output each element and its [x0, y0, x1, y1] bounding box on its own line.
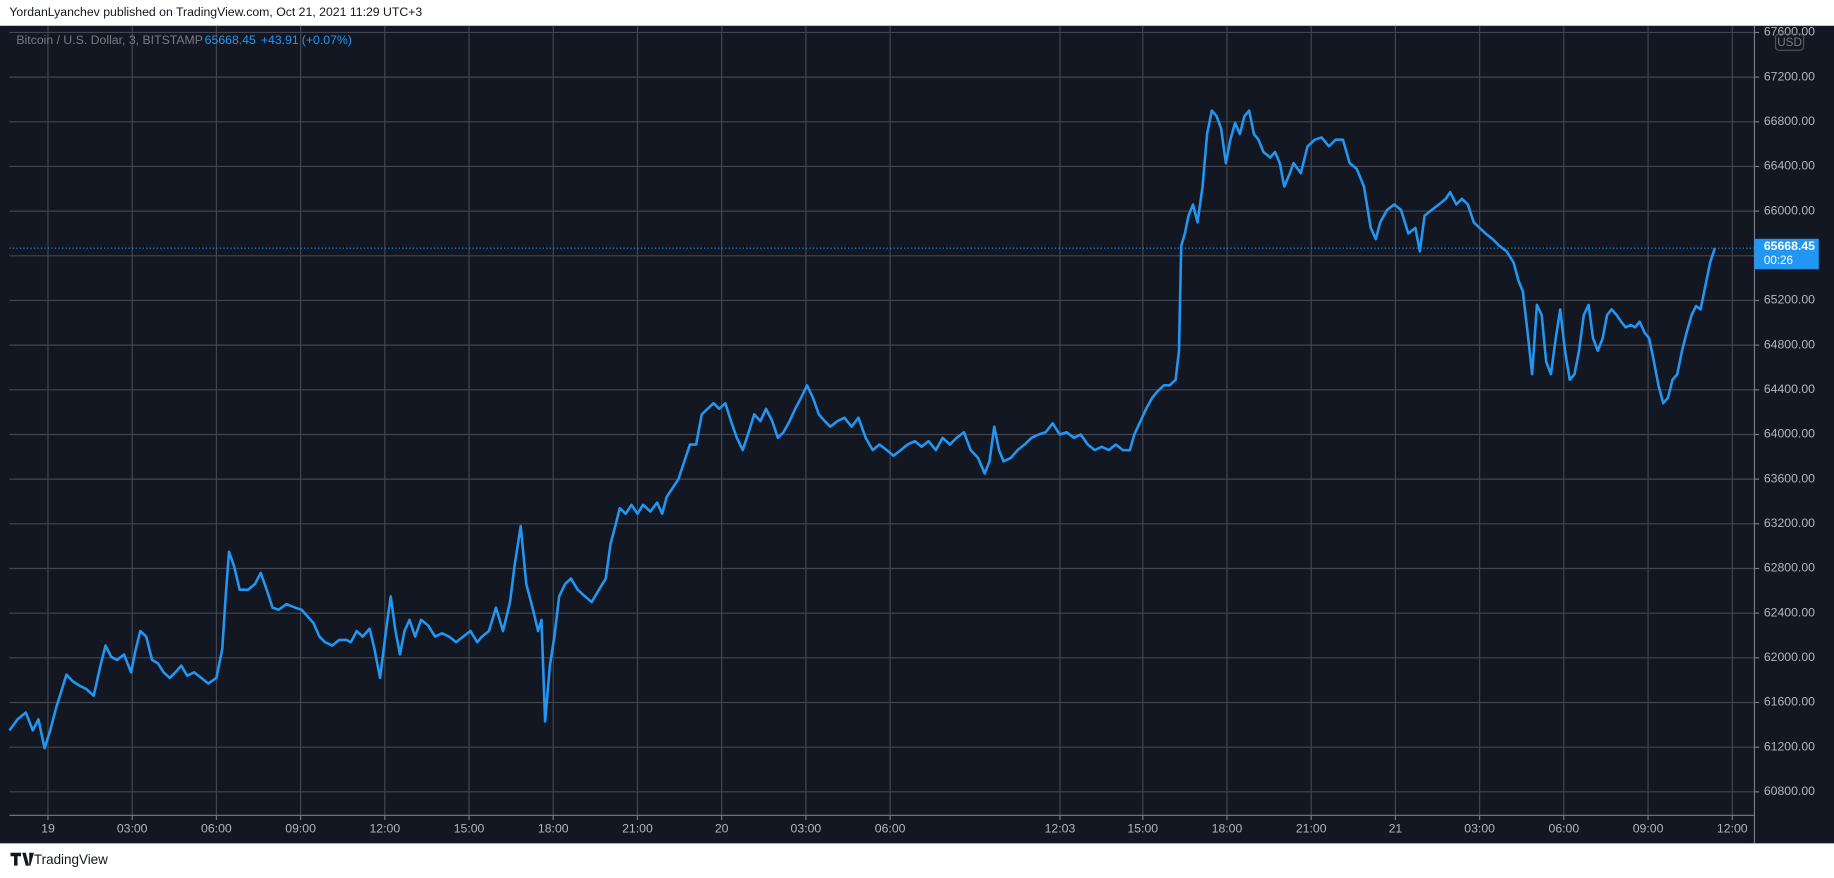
x-tick-label: 18:00: [1212, 822, 1243, 836]
x-tick-label: 21:00: [622, 822, 653, 836]
x-tick-label: 21:00: [1296, 822, 1327, 836]
y-tick-label: 60800.00: [1764, 784, 1815, 798]
x-tick-label: 15:00: [1127, 822, 1158, 836]
currency-label: USD: [1777, 36, 1802, 49]
legend-price: 65668.45: [205, 33, 256, 47]
legend-change-percent: (+0.07%): [302, 33, 352, 47]
x-tick-label: 06:00: [201, 822, 232, 836]
y-tick-label: 61200.00: [1764, 739, 1815, 753]
price-line: [8, 109, 1717, 750]
y-tick-label: 66800.00: [1764, 114, 1815, 128]
plot: [8, 109, 1717, 750]
tradingview-logo: TradingView: [10, 852, 108, 867]
grid: 60800.00 61200.00 61600.00 62000.00 62400.00…: [9, 25, 1815, 836]
y-tick-label: 63600.00: [1764, 471, 1815, 485]
x-tick-label: 20: [715, 822, 729, 836]
y-tick-label: 62400.00: [1764, 605, 1815, 619]
x-tick-label: 12:00: [369, 822, 400, 836]
x-tick-label: 18:00: [538, 822, 569, 836]
x-tick-label: 15:00: [454, 822, 485, 836]
x-tick-label: 21: [1389, 822, 1403, 836]
y-tick-label: 64000.00: [1764, 427, 1815, 441]
y-tick-label: 66400.00: [1764, 159, 1815, 173]
y-tick-label: 61600.00: [1764, 695, 1815, 709]
legend-symbol: Bitcoin / U.S. Dollar, 3, BITSTAMP: [16, 33, 203, 47]
x-tick-label: 09:00: [1633, 822, 1664, 836]
logo-icon: [10, 852, 34, 866]
footer-brand: TradingView: [34, 852, 108, 867]
y-tick-label: 63200.00: [1764, 516, 1815, 530]
y-tick-label: 66000.00: [1764, 203, 1815, 217]
x-tick-label: 09:00: [285, 822, 316, 836]
currency-badge: [1774, 33, 1805, 51]
y-tick-label: 67200.00: [1764, 69, 1815, 83]
legend-change: +43.91: [261, 33, 299, 47]
x-tick-label: 03:00: [791, 822, 822, 836]
x-tick-label: 03:00: [117, 822, 148, 836]
last-price-box: [1754, 238, 1819, 270]
x-tick-label: 12:00: [1717, 822, 1748, 836]
y-tick-label: 64400.00: [1764, 382, 1815, 396]
publish-header: YordanLyanchev published on TradingView.…: [9, 5, 422, 19]
x-tick-label: 06:00: [1549, 822, 1580, 836]
x-tick-label: 19: [41, 822, 55, 836]
y-tick-label: 64800.00: [1764, 337, 1815, 351]
countdown-label: 00:26: [1764, 254, 1793, 267]
last-price-label: 65668.45: [1764, 239, 1815, 253]
y-tick-label: 62000.00: [1764, 650, 1815, 664]
y-tick-label: 62800.00: [1764, 561, 1815, 575]
y-tick-label: 65200.00: [1764, 293, 1815, 307]
x-tick-label: 06:00: [875, 822, 906, 836]
x-tick-label: 03:00: [1464, 822, 1495, 836]
x-tick-label: 12:03: [1045, 822, 1076, 836]
